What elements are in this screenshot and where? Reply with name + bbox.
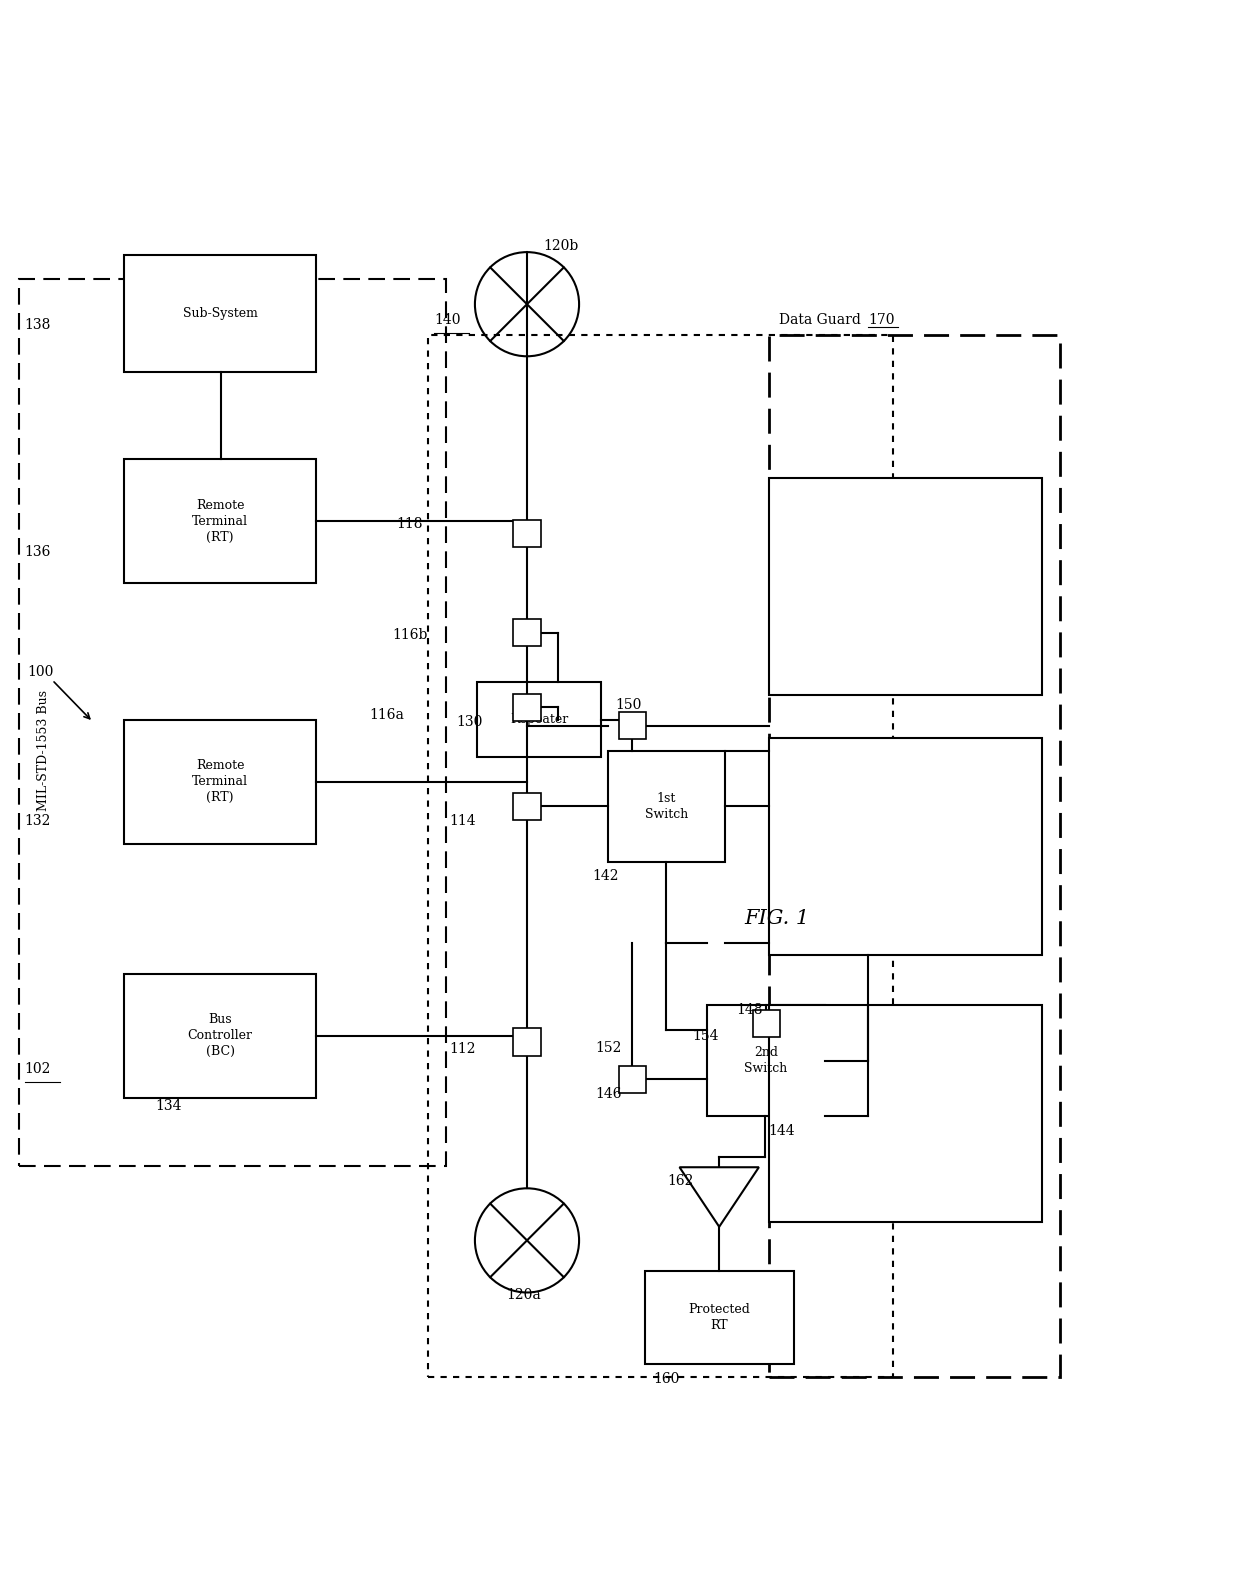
Text: 2nd
Switch: 2nd Switch <box>744 1046 787 1075</box>
Bar <box>769 478 1042 696</box>
Text: 102: 102 <box>25 1062 51 1077</box>
Bar <box>19 279 446 1166</box>
Text: 130: 130 <box>456 715 482 729</box>
Polygon shape <box>680 1167 759 1228</box>
Text: 116a: 116a <box>370 708 404 721</box>
Text: MIL-STD-1553 Bus: MIL-STD-1553 Bus <box>37 691 50 811</box>
Bar <box>619 711 646 740</box>
Bar <box>513 792 541 819</box>
Text: 142: 142 <box>593 869 619 883</box>
Bar <box>124 719 316 843</box>
Text: 148: 148 <box>737 1002 763 1016</box>
Text: 136: 136 <box>25 545 51 559</box>
Text: 134: 134 <box>155 1099 181 1113</box>
Bar <box>124 254 316 373</box>
Text: 120a: 120a <box>506 1288 541 1302</box>
Bar <box>513 519 541 548</box>
Bar <box>513 1029 541 1056</box>
Bar <box>428 335 893 1377</box>
Text: 154: 154 <box>692 1029 718 1043</box>
Bar <box>124 459 316 583</box>
Text: 138: 138 <box>25 318 51 332</box>
Text: 100: 100 <box>27 665 53 680</box>
Text: 120b: 120b <box>543 238 578 252</box>
Text: 1st
Switch: 1st Switch <box>645 792 688 821</box>
Bar <box>513 694 541 721</box>
Text: Sub-System: Sub-System <box>182 306 258 321</box>
Bar <box>769 738 1042 956</box>
Text: FIG. 1: FIG. 1 <box>744 908 810 927</box>
Bar <box>619 1066 646 1093</box>
Text: Protected
RT: Protected RT <box>688 1304 750 1332</box>
Text: 170: 170 <box>868 313 894 327</box>
Text: 116b: 116b <box>392 629 428 642</box>
Bar <box>769 1005 1042 1221</box>
Text: Repeater: Repeater <box>511 713 568 726</box>
Text: 140: 140 <box>434 313 460 327</box>
Bar <box>645 1272 794 1364</box>
Bar <box>513 619 541 646</box>
Text: Bus
Controller
(BC): Bus Controller (BC) <box>187 1013 253 1058</box>
Bar <box>124 973 316 1097</box>
Text: 144: 144 <box>769 1124 795 1139</box>
Bar <box>608 751 725 862</box>
Bar <box>769 335 1060 1377</box>
Text: 152: 152 <box>595 1042 621 1054</box>
Text: 162: 162 <box>667 1174 693 1188</box>
Text: 118: 118 <box>397 516 423 530</box>
Text: 132: 132 <box>25 815 51 829</box>
Text: Data Guard: Data Guard <box>779 313 866 327</box>
Text: 160: 160 <box>653 1372 680 1386</box>
Text: 114: 114 <box>449 815 475 829</box>
Text: 146: 146 <box>595 1088 621 1100</box>
Bar <box>707 1005 825 1116</box>
Text: 150: 150 <box>615 697 641 711</box>
Bar <box>753 1010 780 1037</box>
Bar <box>477 683 601 757</box>
Text: Remote
Terminal
(RT): Remote Terminal (RT) <box>192 759 248 804</box>
Text: Remote
Terminal
(RT): Remote Terminal (RT) <box>192 499 248 543</box>
Text: 112: 112 <box>449 1042 475 1056</box>
